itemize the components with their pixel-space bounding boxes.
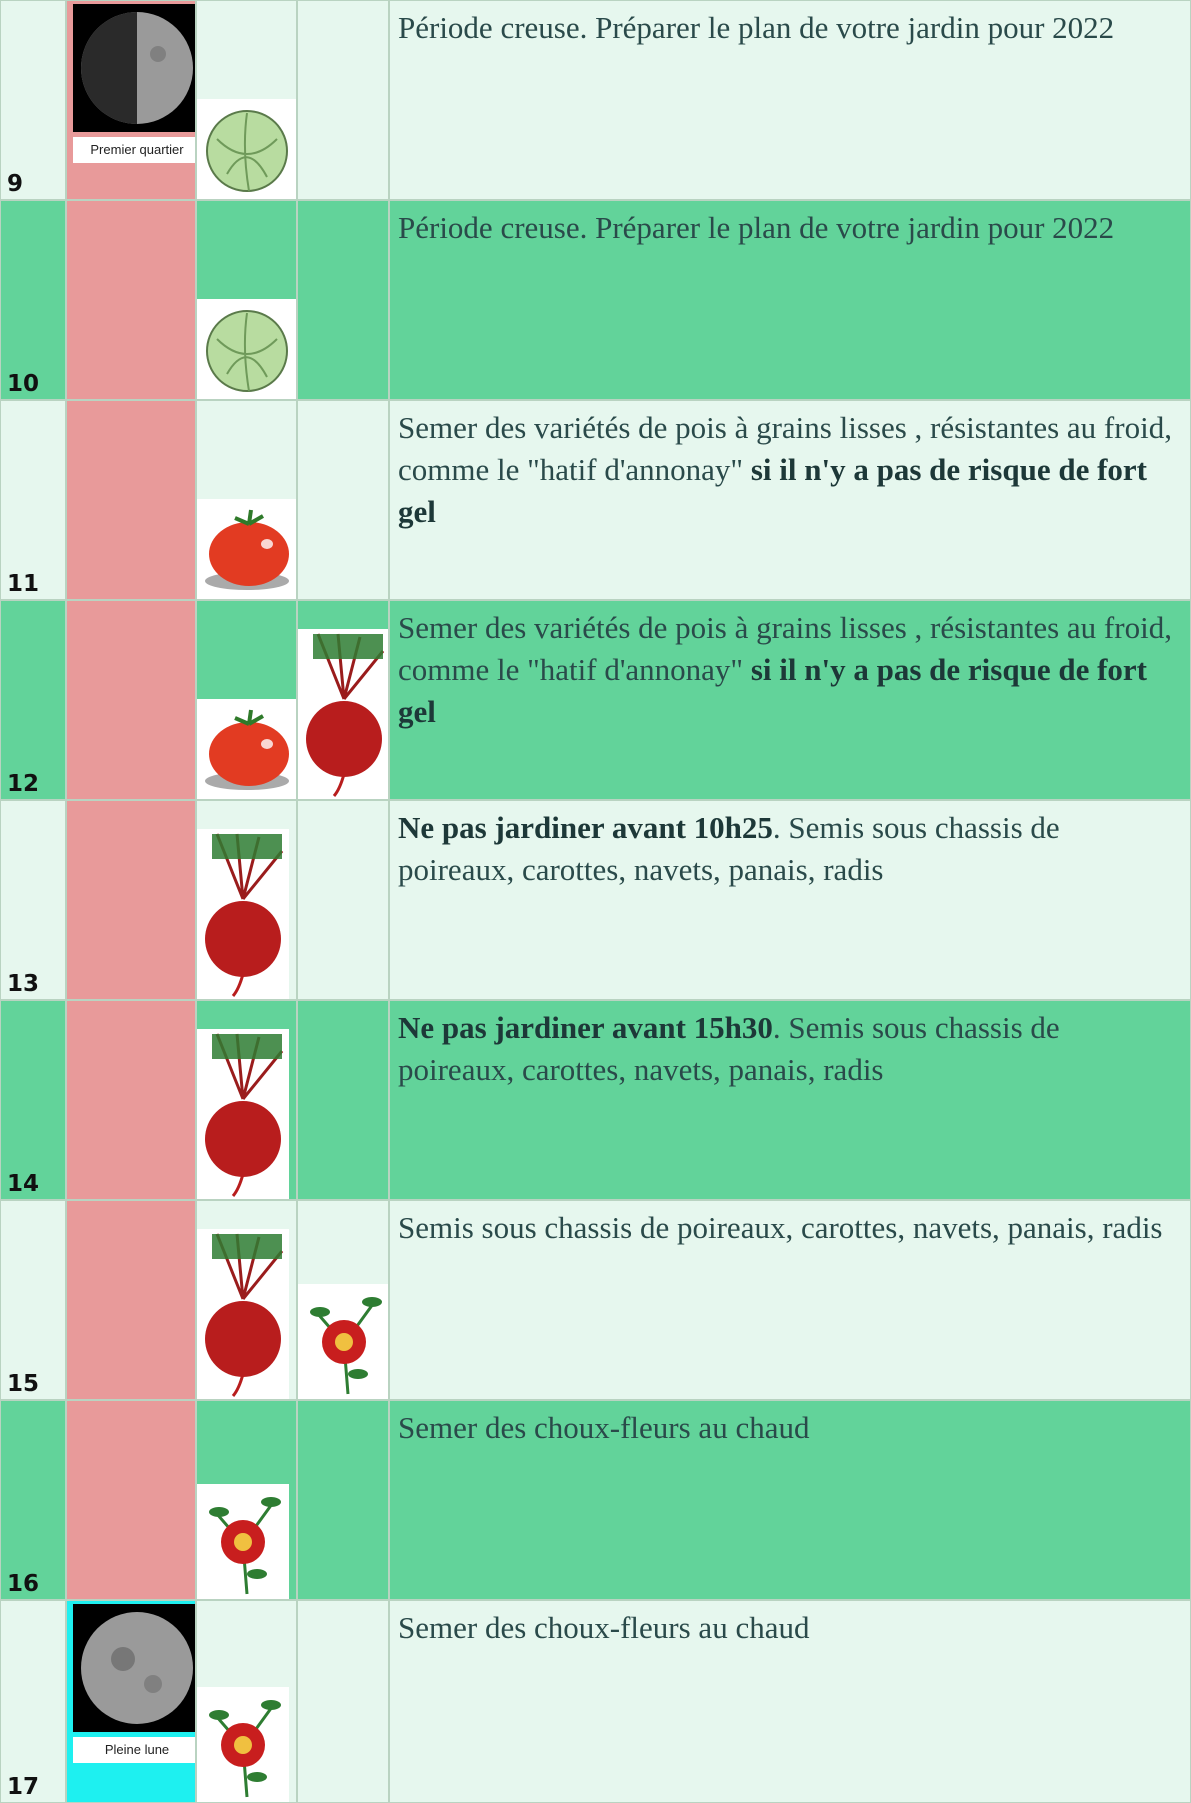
- moon-cell: [66, 600, 196, 800]
- day-number: 13: [7, 971, 40, 997]
- task-text: Ne pas jardiner avant 10h25. Semis sous …: [389, 800, 1191, 1000]
- moon-cell: [66, 1400, 196, 1600]
- day-number: 10: [7, 371, 40, 397]
- plant-cell: [196, 1600, 297, 1803]
- plant-cell: [297, 1600, 389, 1803]
- text-segment: . Semis sous chassis de poireaux, carott…: [398, 810, 1060, 887]
- table-row: 14 Ne pas jardiner avant 15h30. Semis sou…: [0, 1000, 1191, 1200]
- plant-cell: [196, 1200, 297, 1400]
- plant-icon: [197, 1029, 289, 1199]
- text-segment: Semer des choux-fleurs au chaud: [398, 1410, 810, 1445]
- text-segment: Semer des variétés de pois à grains liss…: [398, 410, 1172, 487]
- moon-cell: [66, 1000, 196, 1200]
- plant-cell: [196, 1400, 297, 1600]
- plant-cell: [297, 800, 389, 1000]
- text-segment: . Semis sous chassis de poireaux, carott…: [398, 1010, 1060, 1087]
- moon-cell: [66, 800, 196, 1000]
- table-row: 13 Ne pas jardiner avant 10h25. Semis sou…: [0, 800, 1191, 1000]
- table-row: 11 Semer des variétés de pois à grains li…: [0, 400, 1191, 600]
- moon-cell: Premier quartier: [66, 0, 196, 200]
- text-segment: Période creuse. Préparer le plan de votr…: [398, 210, 1115, 245]
- day-cell: 15: [0, 1200, 66, 1400]
- plant-icon: [197, 99, 296, 199]
- plant-cell: [297, 200, 389, 400]
- day-cell: 9: [0, 0, 66, 200]
- moon-label: Premier quartier: [73, 137, 195, 163]
- table-row: 12 Semer des variétés de pois à grains li…: [0, 600, 1191, 800]
- plant-cell: [196, 600, 297, 800]
- day-cell: 12: [0, 600, 66, 800]
- plant-icon: [197, 1229, 289, 1399]
- task-text: Semer des choux-fleurs au chaud: [389, 1400, 1191, 1600]
- plant-icon: [197, 699, 296, 799]
- plant-cell: [196, 1000, 297, 1200]
- plant-icon: [197, 829, 289, 999]
- day-cell: 10: [0, 200, 66, 400]
- day-cell: 13: [0, 800, 66, 1000]
- day-cell: 11: [0, 400, 66, 600]
- text-segment: si il n'y a pas de risque de fort gel: [398, 652, 1147, 729]
- plant-cell: [297, 1200, 389, 1400]
- day-number: 12: [7, 771, 40, 797]
- task-text: Période creuse. Préparer le plan de votr…: [389, 0, 1191, 200]
- day-number: 9: [7, 171, 24, 197]
- table-row: 10 Période creuse. Préparer le plan de vo…: [0, 200, 1191, 400]
- plant-cell: [196, 800, 297, 1000]
- text-segment: Semer des variétés de pois à grains liss…: [398, 610, 1172, 687]
- day-number: 14: [7, 1171, 40, 1197]
- plant-cell: [297, 0, 389, 200]
- task-text: Période creuse. Préparer le plan de votr…: [389, 200, 1191, 400]
- plant-cell: [196, 400, 297, 600]
- table-row: 9 Premier quartier Période creuse. Prépare…: [0, 0, 1191, 200]
- plant-cell: [196, 200, 297, 400]
- plant-icon: [298, 629, 388, 799]
- moon-label: Pleine lune: [73, 1737, 195, 1763]
- day-cell: 17: [0, 1600, 66, 1803]
- moon-image: Pleine lune: [73, 1604, 195, 1763]
- plant-icon: [298, 1284, 388, 1399]
- plant-cell: [297, 400, 389, 600]
- plant-icon: [197, 1687, 289, 1802]
- plant-icon: [197, 299, 296, 399]
- text-segment: si il n'y a pas de risque de fort gel: [398, 452, 1147, 529]
- task-text: Ne pas jardiner avant 15h30. Semis sous …: [389, 1000, 1191, 1200]
- table-row: 16 Semer des choux-fleurs au chaud: [0, 1400, 1191, 1600]
- moon-phase: [73, 4, 195, 132]
- task-text: Semer des choux-fleurs au chaud: [389, 1600, 1191, 1803]
- text-segment: Ne pas jardiner avant 10h25: [398, 810, 773, 845]
- task-text: Semer des variétés de pois à grains liss…: [389, 600, 1191, 800]
- plant-cell: [297, 1400, 389, 1600]
- day-cell: 16: [0, 1400, 66, 1600]
- moon-cell: [66, 1200, 196, 1400]
- task-text: Semis sous chassis de poireaux, carottes…: [389, 1200, 1191, 1400]
- plant-cell: [297, 600, 389, 800]
- moon-cell: [66, 400, 196, 600]
- text-segment: Semer des choux-fleurs au chaud: [398, 1610, 810, 1645]
- text-segment: Semis sous chassis de poireaux, carottes…: [398, 1210, 1163, 1245]
- moon-image: Premier quartier: [73, 4, 195, 163]
- plant-cell: [297, 1000, 389, 1200]
- moon-cell: [66, 200, 196, 400]
- plant-icon: [197, 1484, 289, 1599]
- text-segment: Ne pas jardiner avant 15h30: [398, 1010, 773, 1045]
- moon-cell: Pleine lune: [66, 1600, 196, 1803]
- plant-cell: [196, 0, 297, 200]
- plant-icon: [197, 499, 296, 599]
- text-segment: Période creuse. Préparer le plan de votr…: [398, 10, 1115, 45]
- day-number: 16: [7, 1571, 40, 1597]
- moon-phase: [73, 1604, 195, 1732]
- task-text: Semer des variétés de pois à grains liss…: [389, 400, 1191, 600]
- table-row: 15 Semis sous chassis de poireaux, carott…: [0, 1200, 1191, 1400]
- day-number: 11: [7, 571, 40, 597]
- day-number: 17: [7, 1774, 40, 1800]
- table-row: 17 Pleine lune Semer des choux-fleurs au c…: [0, 1600, 1191, 1803]
- day-number: 15: [7, 1371, 40, 1397]
- day-cell: 14: [0, 1000, 66, 1200]
